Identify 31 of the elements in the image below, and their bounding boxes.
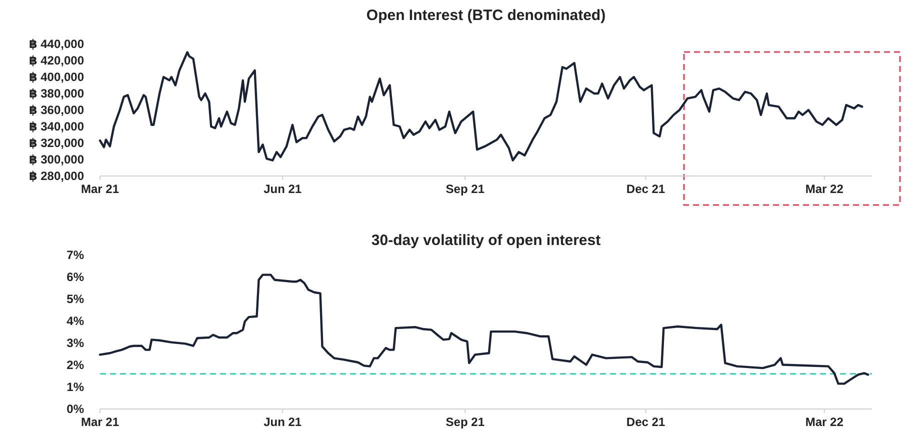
y-tick-label: ฿ 360,000 (28, 103, 84, 117)
line-series (98, 51, 864, 162)
y-tick-label: 0% (66, 402, 84, 416)
y-tick-label: ฿ 420,000 (28, 54, 84, 68)
y-tick-label: ฿ 280,000 (28, 169, 84, 183)
x-tick-label: Mar 22 (805, 415, 844, 429)
y-tick-label: ฿ 440,000 (28, 37, 84, 51)
x-tick-label: Sep 21 (446, 415, 485, 429)
chart-title: Open Interest (BTC denominated) (366, 7, 606, 24)
x-tick-label: Mar 22 (805, 182, 844, 196)
y-tick-label: ฿ 320,000 (28, 136, 84, 150)
y-tick-label: 7% (66, 248, 84, 262)
x-tick-label: Jun 21 (264, 182, 302, 196)
y-tick-label: ฿ 380,000 (28, 86, 84, 100)
y-tick-label: ฿ 400,000 (28, 70, 84, 84)
y-tick-label: 1% (66, 380, 84, 394)
x-tick-label: Jun 21 (264, 415, 302, 429)
chart-title: 30-day volatility of open interest (371, 232, 601, 249)
y-tick-label: 4% (66, 314, 84, 328)
y-tick-label: 3% (66, 336, 84, 350)
x-tick-label: Dec 21 (626, 182, 666, 196)
line-series (98, 274, 870, 385)
x-tick-label: Mar 21 (80, 182, 120, 196)
y-tick-label: 6% (66, 270, 84, 284)
y-tick-label: 5% (66, 292, 84, 306)
x-tick-label: Mar 21 (80, 415, 120, 429)
x-tick-label: Dec 21 (626, 415, 666, 429)
x-tick-label: Sep 21 (446, 182, 485, 196)
y-tick-label: 2% (66, 358, 84, 372)
y-tick-label: ฿ 300,000 (28, 152, 84, 166)
y-tick-label: ฿ 340,000 (28, 120, 84, 134)
